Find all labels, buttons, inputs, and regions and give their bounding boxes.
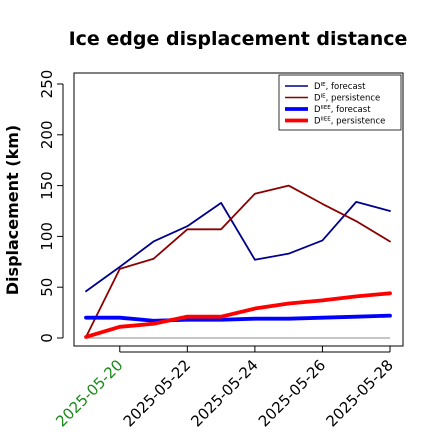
series-line-2 xyxy=(84,313,392,323)
series-line-3 xyxy=(84,291,392,339)
series-lines xyxy=(84,184,392,339)
legend-label: DIIEE, persistence xyxy=(314,117,385,127)
legend-label: DIE, forecast xyxy=(314,82,366,92)
x-tick-label: 2025-05-26 xyxy=(255,356,329,430)
series-line-1 xyxy=(85,184,391,338)
x-tick-label: 2025-05-24 xyxy=(187,356,261,430)
y-tick-label: 250 xyxy=(38,70,56,99)
y-tick-label: 200 xyxy=(38,120,56,149)
legend-label: DIE, persistence xyxy=(314,94,380,104)
y-axis: 0 50 100 150 200 250 xyxy=(38,70,64,343)
chart-title: Ice edge displacement distance xyxy=(69,28,408,50)
plot-frame xyxy=(73,72,404,347)
x-axis: 2025-05-202025-05-222025-05-242025-05-26… xyxy=(52,346,397,430)
y-tick-label: 50 xyxy=(38,278,56,297)
series-line-0 xyxy=(85,200,391,293)
legend-label: DIIEE, forecast xyxy=(314,105,371,115)
y-tick-label: 100 xyxy=(38,222,56,251)
y-tick-label: 150 xyxy=(38,171,56,200)
x-tick-label: 2025-05-22 xyxy=(120,356,194,430)
y-axis-label: Displacement (km) xyxy=(3,125,22,295)
x-tick-label: 2025-05-28 xyxy=(322,356,396,430)
x-tick-label: 2025-05-20 xyxy=(52,356,126,430)
y-tick-label: 0 xyxy=(38,333,56,343)
